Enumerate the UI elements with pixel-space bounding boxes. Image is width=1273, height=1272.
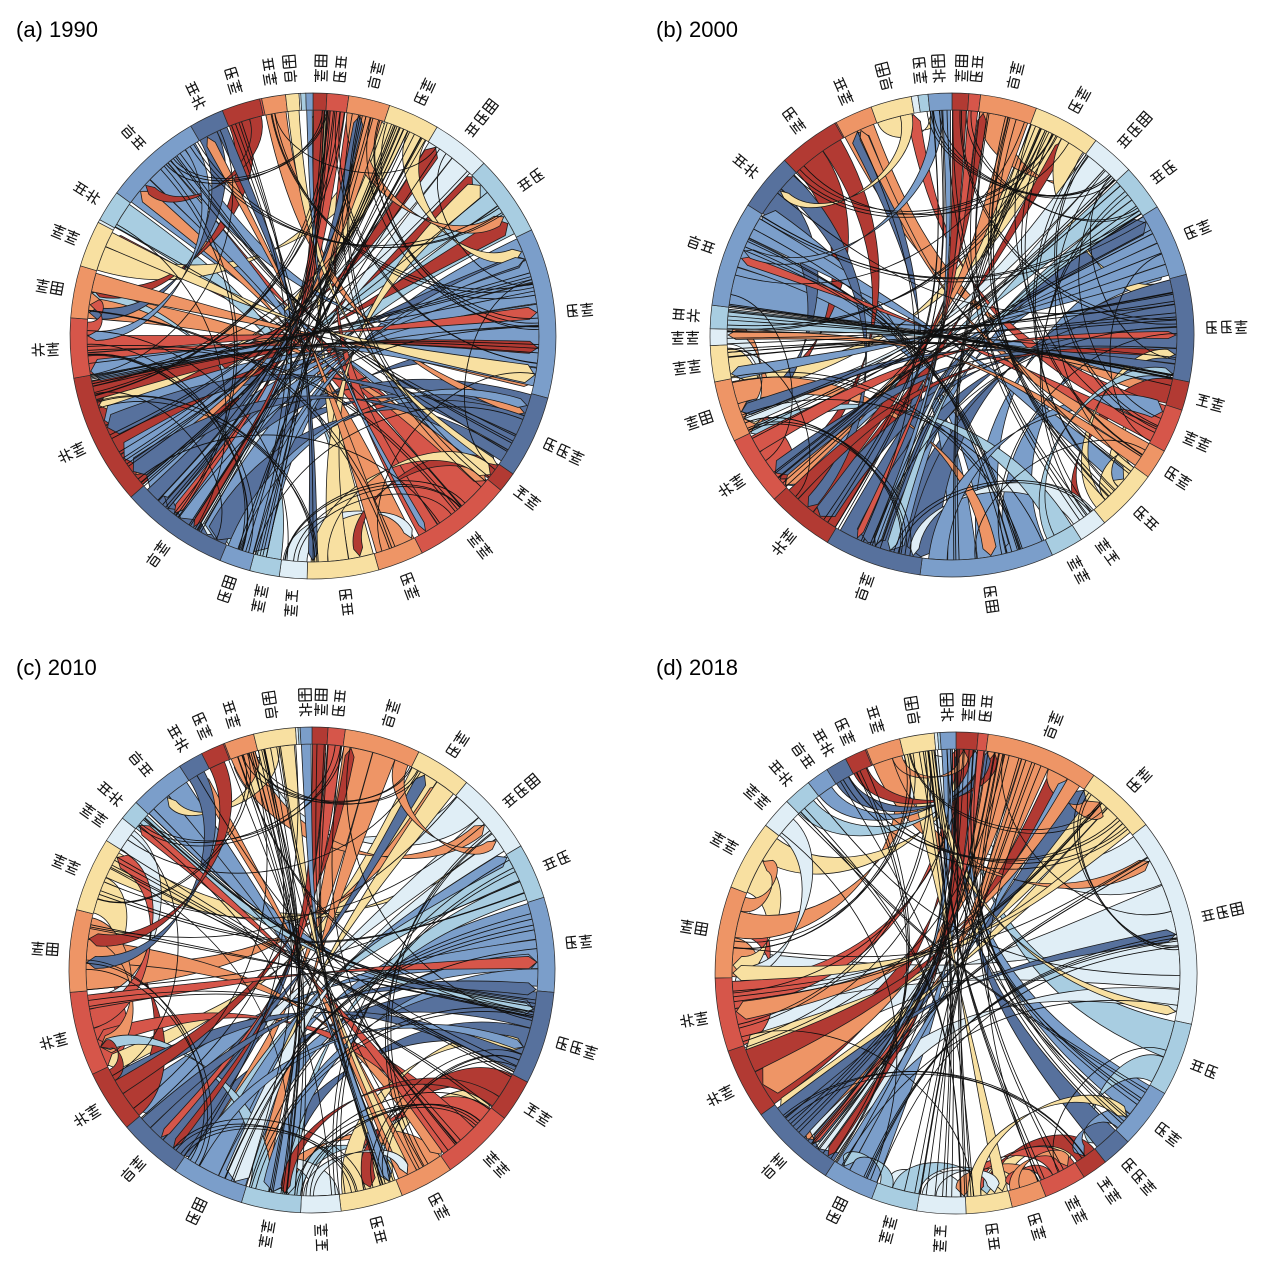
svg-text:(b) 2000: (b) 2000 (656, 17, 738, 42)
svg-text:(c) 2010: (c) 2010 (16, 655, 97, 680)
svg-text:(d) 2018: (d) 2018 (656, 655, 738, 680)
svg-text:(a) 1990: (a) 1990 (16, 17, 98, 42)
